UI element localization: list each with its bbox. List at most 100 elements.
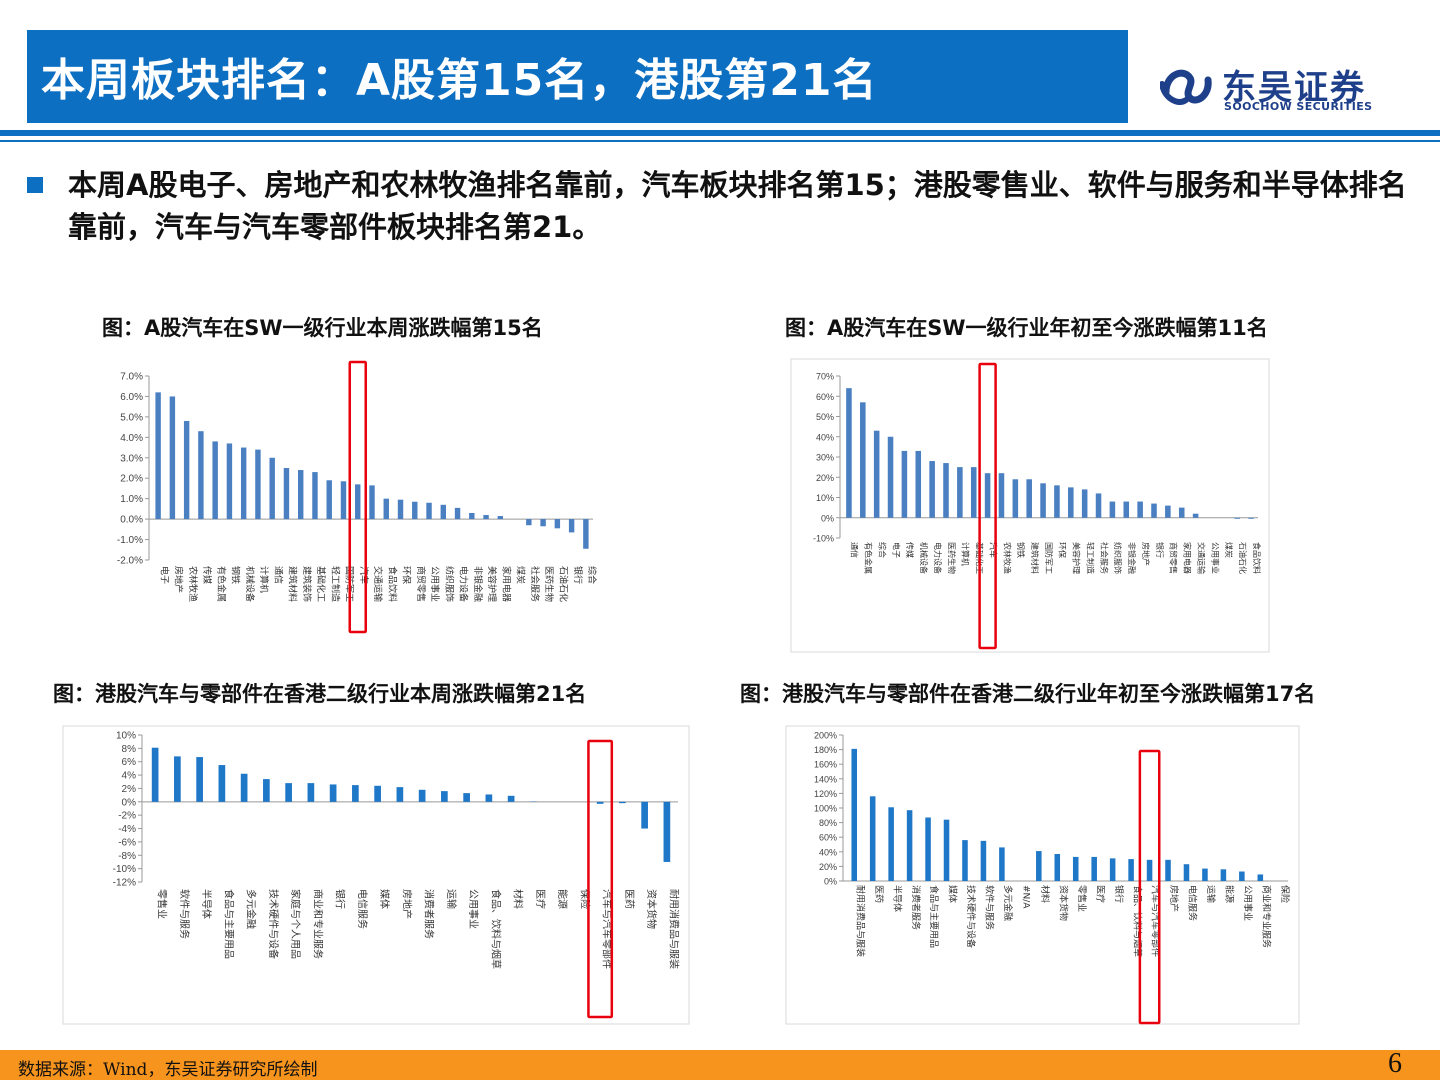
logo-chinese-name: 东吴证券: [1222, 68, 1366, 108]
y-tick-label: -8%: [118, 851, 136, 862]
category-label: 通信: [272, 566, 284, 584]
category-label: 煤炭: [515, 566, 527, 584]
y-tick-label: 70%: [816, 372, 834, 382]
y-tick-label: 0%: [821, 513, 834, 523]
category-label: 软件与服务: [178, 889, 191, 939]
chart-frame: [790, 358, 1270, 653]
category-label: 媒体: [378, 889, 390, 909]
bar: [851, 748, 857, 881]
category-label: 煤炭: [1224, 542, 1234, 558]
category-label: 消费者服务: [910, 885, 922, 930]
category-label: 技术硬件与设备: [965, 885, 977, 948]
bar: [283, 468, 290, 520]
bar: [1183, 864, 1190, 881]
bar: [212, 441, 218, 520]
category-label: 环保: [401, 566, 413, 584]
bar: [307, 783, 315, 802]
category-label: 医药: [873, 885, 884, 903]
bar: [583, 519, 589, 549]
y-tick-label: 80%: [819, 818, 837, 828]
y-tick-label: 2.0%: [120, 474, 143, 485]
highlight-box: [1138, 749, 1161, 1025]
bar: [440, 504, 446, 520]
a-share-weekly-chart: 7.0% 6.0% 5.0% 4.0% 3.0% 2.0% 1.0% 0.0% -1.0% -2.…: [117, 360, 598, 634]
bar: [641, 801, 648, 829]
bar: [1068, 487, 1074, 518]
bullet-square-icon: [27, 177, 43, 193]
category-label: 半导体: [891, 885, 903, 912]
category-label: 商业和专业服务: [311, 889, 324, 959]
category-label: 家用电器: [1183, 542, 1193, 574]
highlight-box: [348, 360, 367, 634]
y-tick-label: 5.0%: [120, 412, 143, 423]
bar: [887, 436, 894, 518]
category-label: 建筑装饰: [301, 566, 313, 602]
chart-frame: [785, 725, 1300, 1025]
bar: [1081, 489, 1088, 518]
category-label: 消费者服务: [423, 889, 436, 939]
category-label: 医疗: [534, 889, 547, 909]
category-label: 零售业: [156, 889, 169, 919]
bar: [374, 785, 381, 802]
bar: [1234, 517, 1240, 519]
bar: [226, 443, 233, 520]
bar: [218, 765, 226, 802]
category-label: 银行: [1113, 885, 1125, 903]
category-label: 公用事业: [1210, 542, 1220, 574]
y-tick-label: 40%: [819, 847, 837, 857]
bar: [1257, 874, 1264, 881]
category-label: 公用事业: [429, 566, 441, 602]
y-tick-label: 60%: [819, 833, 837, 843]
y-tick-label: -10%: [813, 534, 834, 544]
bar: [596, 801, 604, 804]
bar: [155, 392, 161, 520]
bar: [183, 420, 190, 520]
category-label: 基础化工: [315, 566, 327, 602]
bar: [469, 512, 475, 520]
bar: [1012, 479, 1019, 518]
category-label: 技术硬件与设备: [267, 889, 280, 959]
bar: [901, 450, 908, 518]
category-label: 综合: [877, 542, 887, 558]
category-label: 资本货物: [1057, 885, 1069, 921]
bar: [943, 463, 949, 518]
y-tick-label: 40%: [816, 432, 834, 442]
bar: [1202, 868, 1208, 881]
bar: [526, 519, 532, 526]
bar: [1091, 856, 1097, 881]
category-label: 零售业: [1076, 885, 1088, 912]
y-tick-label: -2.0%: [117, 556, 143, 567]
category-label: 运输: [1205, 885, 1217, 903]
bar: [980, 840, 987, 881]
header-divider: [0, 130, 1440, 136]
category-label: 有色金属: [864, 542, 874, 574]
y-tick-label: 60%: [816, 392, 834, 402]
bar: [1165, 505, 1171, 518]
bar: [485, 794, 493, 802]
bar: [1054, 853, 1061, 881]
category-label: 环保: [1058, 542, 1068, 558]
bar: [1036, 851, 1042, 881]
bar: [1178, 507, 1185, 518]
category-label: 电信服务: [1187, 885, 1199, 921]
category-label: 半导体: [200, 889, 213, 919]
bar: [174, 756, 181, 802]
y-tick-label: 30%: [816, 453, 834, 463]
y-tick-label: 10%: [116, 731, 136, 742]
bar: [1109, 501, 1116, 518]
bar: [240, 773, 248, 802]
bar: [869, 796, 876, 881]
bar: [383, 498, 389, 520]
y-tick-label: 4.0%: [120, 433, 143, 444]
category-label: 电力设备: [933, 542, 943, 574]
y-tick-label: 6%: [122, 757, 137, 768]
y-tick-label: 50%: [816, 412, 834, 422]
company-logo: 东吴证券 SOOCHOW SECURITIES: [1160, 58, 1380, 116]
category-label: 食品、饮料与烟草: [489, 889, 502, 969]
y-tick-label: 160%: [814, 760, 837, 770]
bar: [1220, 869, 1227, 881]
bar: [873, 430, 880, 518]
category-label: 材料: [1039, 885, 1051, 903]
category-label: 石油石化: [1238, 542, 1248, 574]
y-tick-label: 20%: [819, 862, 837, 872]
